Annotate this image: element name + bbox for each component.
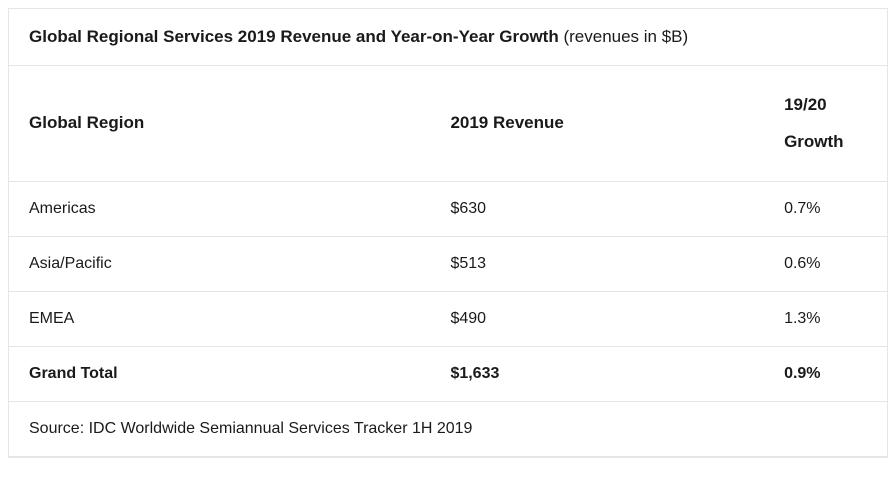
header-growth: 19/20 Growth (764, 66, 887, 181)
cell-growth: 0.6% (764, 236, 887, 291)
header-revenue: 2019 Revenue (430, 66, 764, 181)
revenue-table-container: Global Regional Services 2019 Revenue an… (8, 8, 888, 458)
cell-revenue: $630 (430, 181, 764, 236)
table-header-row: Global Region 2019 Revenue 19/20 Growth (9, 66, 887, 181)
table-row: Americas $630 0.7% (9, 181, 887, 236)
cell-region: Asia/Pacific (9, 236, 430, 291)
cell-source: Source: IDC Worldwide Semiannual Service… (9, 401, 887, 456)
header-growth-line1: 19/20 (784, 95, 827, 114)
caption-subtitle: (revenues in $B) (559, 27, 688, 46)
header-region: Global Region (9, 66, 430, 181)
cell-growth: 0.7% (764, 181, 887, 236)
cell-revenue: $513 (430, 236, 764, 291)
header-growth-line2: Growth (784, 132, 844, 151)
table-total-row: Grand Total $1,633 0.9% (9, 346, 887, 401)
table-source-row: Source: IDC Worldwide Semiannual Service… (9, 401, 887, 456)
cell-growth: 1.3% (764, 291, 887, 346)
table-row: EMEA $490 1.3% (9, 291, 887, 346)
cell-total-revenue: $1,633 (430, 346, 764, 401)
cell-total-growth: 0.9% (764, 346, 887, 401)
table-caption: Global Regional Services 2019 Revenue an… (9, 9, 887, 66)
table-row: Asia/Pacific $513 0.6% (9, 236, 887, 291)
revenue-table: Global Region 2019 Revenue 19/20 Growth … (9, 66, 887, 457)
caption-title: Global Regional Services 2019 Revenue an… (29, 27, 559, 46)
cell-region: EMEA (9, 291, 430, 346)
cell-total-label: Grand Total (9, 346, 430, 401)
cell-revenue: $490 (430, 291, 764, 346)
cell-region: Americas (9, 181, 430, 236)
